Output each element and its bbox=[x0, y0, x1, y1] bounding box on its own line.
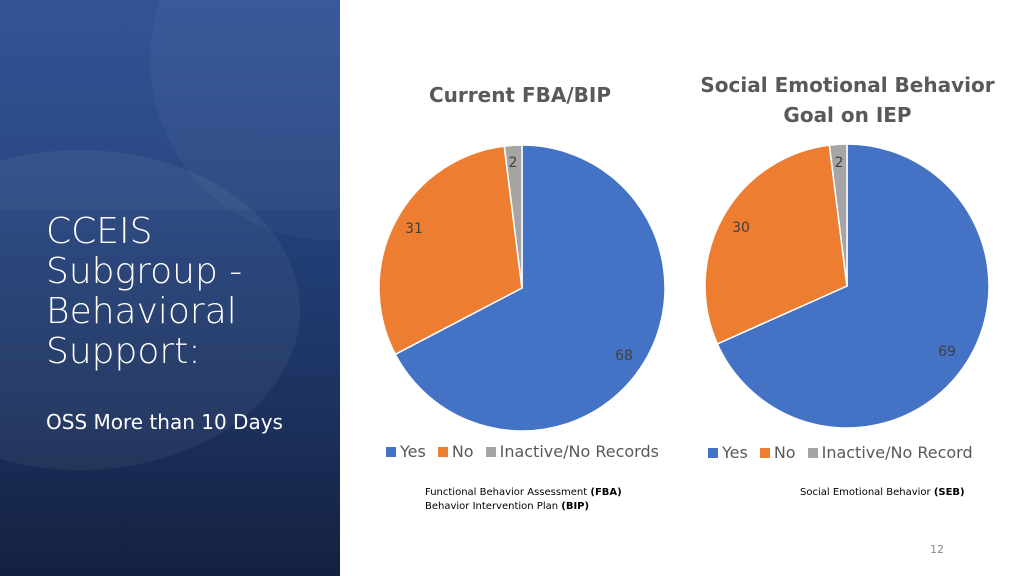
footnote-text: Functional Behavior Assessment bbox=[425, 487, 591, 498]
footnote-abbr: (SEB) bbox=[933, 487, 965, 498]
pie-1-label-no: 31 bbox=[405, 221, 423, 237]
legend-label: Yes bbox=[722, 443, 748, 462]
slide-title: CCEIS Subgroup - Behavioral Support: bbox=[46, 212, 326, 372]
legend-swatch-no bbox=[437, 446, 448, 457]
chart-1-legend: Yes No Inactive/No Records bbox=[386, 442, 671, 461]
footnote-seb: Social Emotional Behavior (SEB) bbox=[800, 486, 965, 500]
legend-item-no: No bbox=[437, 442, 474, 461]
legend-label: Inactive/No Record bbox=[821, 443, 973, 462]
chart-2-footnote: Social Emotional Behavior (SEB) bbox=[800, 486, 965, 500]
legend-swatch-no bbox=[759, 447, 770, 458]
pie-2-label-yes: 69 bbox=[938, 344, 956, 360]
legend-item-yes: Yes bbox=[386, 442, 426, 461]
chart-2-legend: Yes No Inactive/No Record bbox=[708, 443, 985, 462]
chart-1-footnote: Functional Behavior Assessment (FBA) Beh… bbox=[425, 486, 622, 514]
chart-2-title-line: Goal on IEP bbox=[783, 103, 912, 127]
footnote-abbr: (FBA) bbox=[590, 487, 622, 498]
footnote-text: Social Emotional Behavior bbox=[800, 487, 934, 498]
pie-2-slice-no bbox=[704, 144, 848, 345]
legend-swatch-inactive bbox=[807, 447, 818, 458]
chart-1-title: Current FBA/BIP bbox=[428, 83, 611, 107]
footnote-abbr: (BIP) bbox=[561, 501, 590, 512]
pie-1-label-inactive: 2 bbox=[509, 155, 518, 171]
pie-2-slice-yes bbox=[716, 143, 990, 429]
legend-label: Yes bbox=[400, 442, 426, 461]
title-panel: CCEIS Subgroup - Behavioral Support: OSS… bbox=[0, 0, 340, 576]
footnote-fba: Functional Behavior Assessment (FBA) bbox=[425, 486, 622, 500]
chart-2-title-line: Social Emotional Behavior bbox=[700, 73, 995, 97]
legend-swatch-yes bbox=[386, 446, 396, 457]
pie-1-slice-no bbox=[378, 145, 523, 356]
legend-label: No bbox=[773, 443, 796, 462]
pie-1-slice-yes bbox=[394, 144, 666, 432]
pie-2-slice-inactive bbox=[828, 143, 848, 287]
slide-title-line: Behavioral bbox=[46, 291, 237, 332]
legend-label: No bbox=[451, 442, 474, 461]
slide-title-line: CCEIS bbox=[46, 211, 153, 252]
pie-1-label-yes: 68 bbox=[615, 348, 633, 364]
chart-2-title: Social Emotional Behavior Goal on IEP bbox=[700, 70, 995, 130]
legend-item-yes: Yes bbox=[708, 443, 748, 462]
legend-item-inactive: Inactive/No Record bbox=[807, 443, 973, 462]
pie-2-label-inactive: 2 bbox=[835, 155, 844, 171]
legend-swatch-yes bbox=[708, 447, 718, 458]
legend-swatch-inactive bbox=[485, 446, 496, 457]
legend-item-no: No bbox=[759, 443, 796, 462]
slide-title-line: Subgroup - bbox=[46, 251, 243, 292]
legend-item-inactive: Inactive/No Records bbox=[485, 442, 659, 461]
slide-title-line: Support: bbox=[46, 331, 201, 372]
legend-label: Inactive/No Records bbox=[499, 442, 659, 461]
footnote-text: Behavior Intervention Plan bbox=[425, 501, 562, 512]
pie-1-slice-inactive bbox=[503, 144, 523, 289]
page-number: 12 bbox=[930, 543, 944, 556]
slide-subtitle: OSS More than 10 Days bbox=[46, 410, 283, 434]
pie-2-label-no: 30 bbox=[732, 220, 750, 236]
footnote-bip: Behavior Intervention Plan (BIP) bbox=[425, 500, 622, 514]
